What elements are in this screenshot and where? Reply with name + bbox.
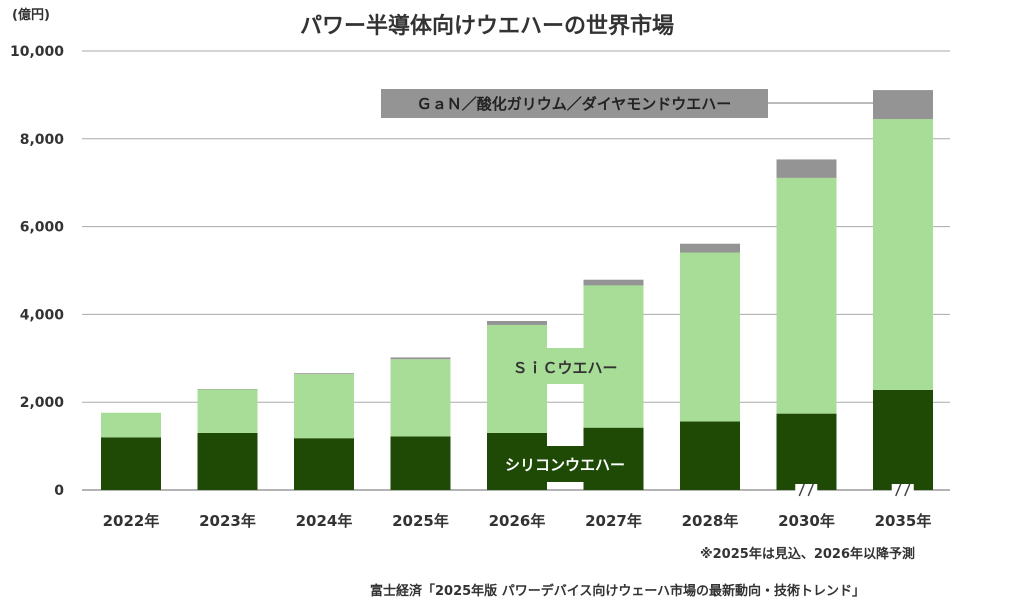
bar-segment [680, 421, 740, 490]
series-label-sic: ＳｉＣウエハー [512, 359, 617, 377]
bar-segment [583, 279, 644, 286]
y-tick-label: 8,000 [20, 132, 65, 148]
y-tick-label: 6,000 [20, 220, 65, 236]
y-tick-label: 0 [54, 483, 64, 499]
x-tick-label: 2035年 [875, 512, 932, 530]
bar-segment [873, 90, 933, 120]
axis-break-slash [807, 483, 814, 497]
x-tick-label: 2024年 [296, 512, 353, 530]
y-tick-label: 4,000 [20, 307, 65, 323]
bar-segment [101, 412, 161, 438]
y-tick-labels: 0 2,000 4,000 6,000 8,000 10,000 [10, 44, 64, 499]
bar-segment [294, 373, 354, 375]
bar-segment [873, 389, 933, 490]
bar-segment [101, 437, 161, 490]
series-label-box [489, 446, 641, 482]
x-tick-label: 2030年 [778, 512, 835, 530]
bar-segment [680, 252, 740, 422]
bar-segment [776, 159, 837, 178]
bar-segment [197, 389, 258, 433]
series-labels: シリコンウエハー ＳｉＣウエハー ＧａＮ／酸化ガリウム／ダイヤモンドウエハー [381, 89, 873, 482]
bar-segment [873, 119, 933, 390]
bar-segment [776, 413, 837, 490]
series-label-silicon: シリコンウエハー [505, 456, 625, 474]
bars [101, 90, 933, 490]
axis-break-mask [891, 484, 914, 496]
y-tick-label: 2,000 [20, 395, 65, 411]
bar-segment [390, 357, 451, 360]
y-axis-unit: (億円) [12, 8, 50, 23]
series-label-box [381, 89, 768, 118]
series-label-box [489, 348, 641, 384]
axis-break-slash [895, 483, 902, 497]
source-credit: 富士経済「2025年版 パワーデバイス向けウェーハ市場の最新動向・技術トレンド」 [370, 584, 866, 599]
x-tick-label: 2023年 [199, 512, 256, 530]
axis-breaks [795, 483, 914, 497]
bar-segment [680, 243, 740, 253]
x-tick-label: 2028年 [682, 512, 739, 530]
x-tick-label: 2027年 [585, 512, 642, 530]
x-tick-labels: 2022年 2023年 2024年 2025年 2026年 2027年 2028年 2030年… [103, 512, 932, 530]
bar-segment [390, 436, 451, 490]
axis-break-mask [795, 484, 818, 496]
bar-segment [294, 438, 354, 490]
bar-segment [294, 374, 354, 439]
forecast-note: ※2025年は見込、2026年以降予測 [700, 547, 916, 562]
chart-title: パワー半導体向けウエハーの世界市場 [300, 14, 675, 39]
bar-segment [776, 177, 837, 414]
x-tick-label: 2022年 [103, 512, 160, 530]
bar-segment [487, 320, 547, 325]
bar-segment [197, 432, 258, 490]
x-tick-label: 2025年 [392, 512, 449, 530]
bar-segment [390, 359, 451, 437]
axis-break-slash [904, 483, 911, 497]
axis-break-slash [798, 483, 805, 497]
y-tick-label: 10,000 [10, 44, 64, 60]
series-label-gan: ＧａＮ／酸化ガリウム／ダイヤモンドウエハー [417, 95, 732, 113]
x-tick-label: 2026年 [489, 512, 546, 530]
